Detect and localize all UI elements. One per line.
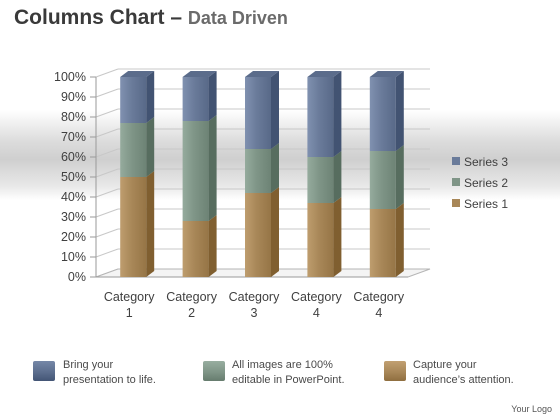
title-sub: Data Driven [187, 8, 288, 28]
columns-chart: 0% 10% 20% 30% 40% 50% 60% 70% 80% 90% 100% Categor… [54, 68, 508, 320]
legend-swatch [452, 157, 460, 165]
bar-series-1 [245, 193, 271, 277]
bar-series-3 [182, 77, 209, 121]
bar-side [146, 171, 155, 277]
caption-3-line2: audience’s attention. [413, 374, 514, 386]
bar-top [307, 71, 342, 77]
y-tick-label: 20% [61, 230, 86, 244]
bar-series-2 [307, 157, 334, 203]
bar-series-1 [307, 203, 334, 277]
gridline-side [95, 108, 119, 118]
bar-top [182, 71, 217, 77]
caption-1: Bring your presentation to life. [63, 358, 156, 388]
bar-side [271, 187, 279, 277]
bar-series-3 [369, 77, 396, 151]
bar-series-3 [245, 77, 271, 149]
bar-side [146, 117, 155, 177]
gridline-side [95, 68, 119, 78]
x-tick-label: Category 2 [166, 290, 217, 320]
bar-side [271, 143, 279, 193]
bar-side [146, 71, 155, 123]
bar-top [245, 71, 279, 77]
bar-series-2 [369, 151, 396, 209]
caption-1-line1: Bring your [63, 359, 114, 371]
y-tick-label: 0% [68, 270, 86, 284]
legend-label: Series 2 [464, 176, 508, 190]
bar-series-3 [120, 77, 147, 123]
y-tick-label: 40% [61, 190, 86, 204]
caption-2-line1: All images are 100% [232, 359, 333, 371]
bar-side [271, 71, 279, 149]
legend-swatch [452, 199, 460, 207]
bar-side [395, 145, 404, 209]
gridline-side [95, 248, 119, 258]
title-dash: – [164, 6, 188, 29]
bar-series-2 [182, 121, 209, 221]
y-tick-label: 80% [61, 110, 86, 124]
y-tick-label: 100% [54, 70, 86, 84]
bar-series-2 [245, 149, 271, 193]
gridline-side [95, 88, 119, 98]
caption-2-line2: editable in PowerPoint. [232, 374, 345, 386]
caption-1-line2: presentation to life. [63, 374, 156, 386]
y-tick-label: 70% [61, 130, 86, 144]
bar-series-2 [120, 123, 147, 177]
x-tick-label: Category 3 [229, 290, 280, 320]
page-title: Columns Chart – Data Driven [14, 6, 288, 30]
bar-side [333, 151, 342, 203]
x-tick-label: Category 4 [291, 290, 342, 320]
caption-3-line1: Capture your [413, 359, 477, 371]
bar-side [395, 71, 404, 151]
bar-side [208, 215, 217, 277]
bar-series-1 [120, 177, 147, 277]
gridline-side [95, 188, 119, 198]
bar-series-1 [369, 209, 396, 277]
caption-3: Capture your audience’s attention. [413, 358, 514, 388]
gridline-side [95, 168, 119, 178]
x-tick-label: Category 1 [104, 290, 155, 320]
caption-2: All images are 100% editable in PowerPoi… [232, 358, 345, 388]
bar-top [369, 71, 404, 77]
background-band [0, 110, 560, 200]
gridline-side [95, 148, 119, 158]
gridline-side [95, 228, 119, 238]
bar-side [395, 203, 404, 277]
x-tick-label: Category 4 [353, 290, 404, 320]
caption-swatch-1 [33, 361, 55, 381]
caption-swatch-3 [384, 361, 406, 381]
title-main: Columns Chart [14, 6, 165, 29]
bar-side [333, 71, 342, 157]
y-tick-label: 30% [61, 210, 86, 224]
bar-series-1 [182, 221, 209, 277]
legend-label: Series 1 [464, 197, 508, 211]
caption-swatch-2 [203, 361, 225, 381]
y-tick-label: 50% [61, 170, 86, 184]
y-tick-label: 90% [61, 90, 86, 104]
gridline-side [95, 208, 119, 218]
bar-series-3 [307, 77, 334, 157]
legend-label: Series 3 [464, 155, 508, 169]
legend-swatch [452, 178, 460, 186]
bar-side [208, 71, 217, 121]
logo-text: Your Logo [511, 404, 552, 414]
y-tick-label: 10% [61, 250, 86, 264]
bar-side [333, 197, 342, 277]
bar-top [120, 71, 155, 77]
y-tick-label: 60% [61, 150, 86, 164]
gridline-side [95, 128, 119, 138]
bar-side [208, 115, 217, 221]
